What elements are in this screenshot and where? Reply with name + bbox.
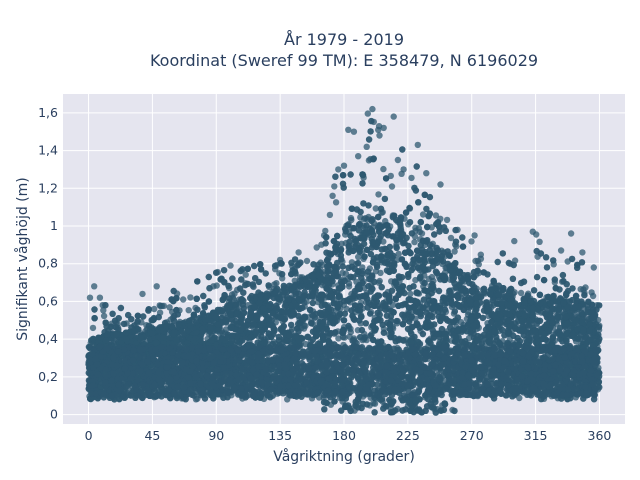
data-point — [347, 328, 354, 336]
data-point — [475, 261, 482, 268]
data-point — [375, 191, 382, 198]
data-points — [85, 105, 603, 416]
data-point — [380, 165, 387, 173]
data-point — [451, 248, 458, 255]
data-point — [588, 289, 595, 296]
data-point — [516, 394, 523, 402]
data-point — [303, 257, 311, 265]
data-point — [100, 312, 108, 320]
data-point — [418, 230, 426, 237]
data-point — [582, 284, 589, 291]
data-point — [408, 174, 415, 182]
data-point — [242, 271, 249, 278]
data-point — [347, 214, 355, 222]
data-point — [536, 238, 543, 245]
data-point — [271, 281, 278, 288]
data-point — [447, 234, 455, 242]
data-point — [468, 238, 475, 245]
data-point — [387, 172, 394, 180]
data-point — [313, 244, 320, 251]
data-point — [443, 216, 451, 224]
data-point — [362, 215, 369, 222]
data-point — [395, 250, 402, 258]
data-point — [375, 126, 382, 134]
data-point — [332, 199, 340, 206]
data-point — [100, 307, 107, 314]
data-point — [89, 324, 97, 332]
data-point — [151, 305, 158, 313]
data-point — [372, 205, 379, 212]
data-point — [335, 335, 342, 342]
data-point — [158, 302, 166, 310]
data-point — [577, 286, 584, 293]
data-point — [517, 289, 525, 297]
data-point — [477, 255, 485, 262]
data-point — [331, 183, 338, 190]
data-point — [341, 334, 348, 341]
data-point — [326, 211, 334, 219]
data-point — [185, 307, 192, 314]
data-point — [339, 269, 346, 277]
data-point — [453, 243, 460, 250]
data-point — [432, 212, 440, 219]
data-point — [355, 253, 362, 261]
data-point — [419, 211, 427, 218]
data-point — [187, 294, 194, 301]
data-point — [180, 296, 187, 303]
data-point — [166, 304, 173, 311]
data-point — [370, 400, 377, 407]
data-point — [364, 110, 371, 117]
data-point — [425, 275, 432, 283]
data-point — [388, 183, 396, 190]
data-point — [411, 238, 418, 246]
data-point — [407, 290, 414, 298]
